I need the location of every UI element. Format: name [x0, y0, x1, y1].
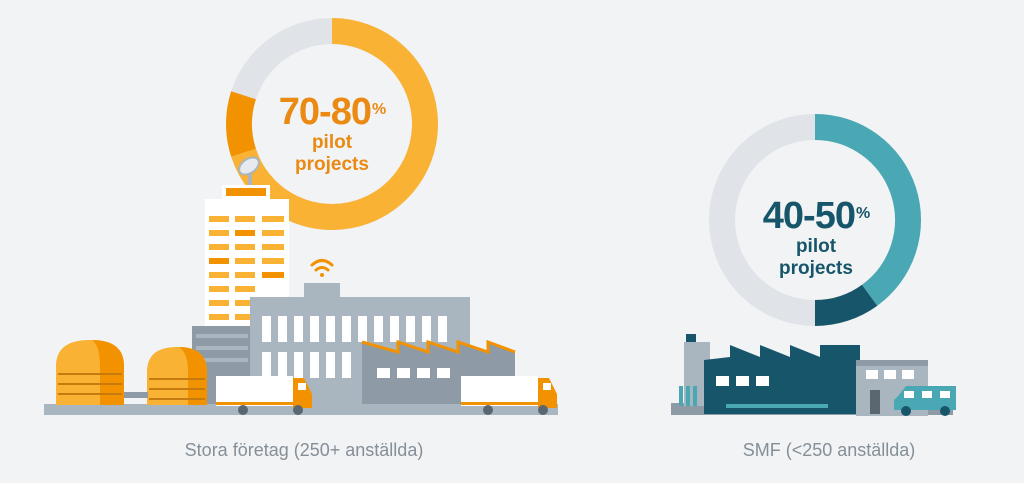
large-caption: Stora företag (250+ anställda): [184, 440, 424, 460]
sme-percent: 40-50%: [762, 195, 870, 237]
sme-caption: SMF (<250 anställda): [742, 440, 916, 460]
large-donut-label: 70-80% pilot projects: [240, 92, 424, 176]
sme-donut: [709, 114, 921, 326]
storage-tank-left: [56, 340, 124, 405]
pipe: [124, 392, 148, 398]
wifi-icon: [310, 259, 334, 277]
sme-donut-main-arc: [814, 114, 921, 306]
sme-van: [894, 386, 956, 416]
sme-factory: [704, 345, 860, 414]
satellite-dish-icon: [238, 156, 260, 188]
large-donut-range-arc: [226, 91, 257, 157]
office-tower: [205, 185, 289, 330]
sme-donut-label: 40-50% pilot projects: [724, 196, 908, 280]
sme-illustration: [671, 334, 956, 416]
large-label-line1: pilot: [311, 132, 353, 153]
sme-label-line2: projects: [779, 258, 853, 279]
truck-left: [216, 376, 312, 415]
large-label-line2: projects: [295, 154, 369, 175]
large-percent: 70-80%: [278, 91, 386, 133]
sme-label-line1: pilot: [795, 236, 837, 257]
sme-donut-range-arc: [814, 284, 878, 326]
storage-tank-right: [147, 347, 207, 405]
large-enterprise-illustration: [44, 156, 558, 415]
truck-right: [461, 376, 557, 415]
